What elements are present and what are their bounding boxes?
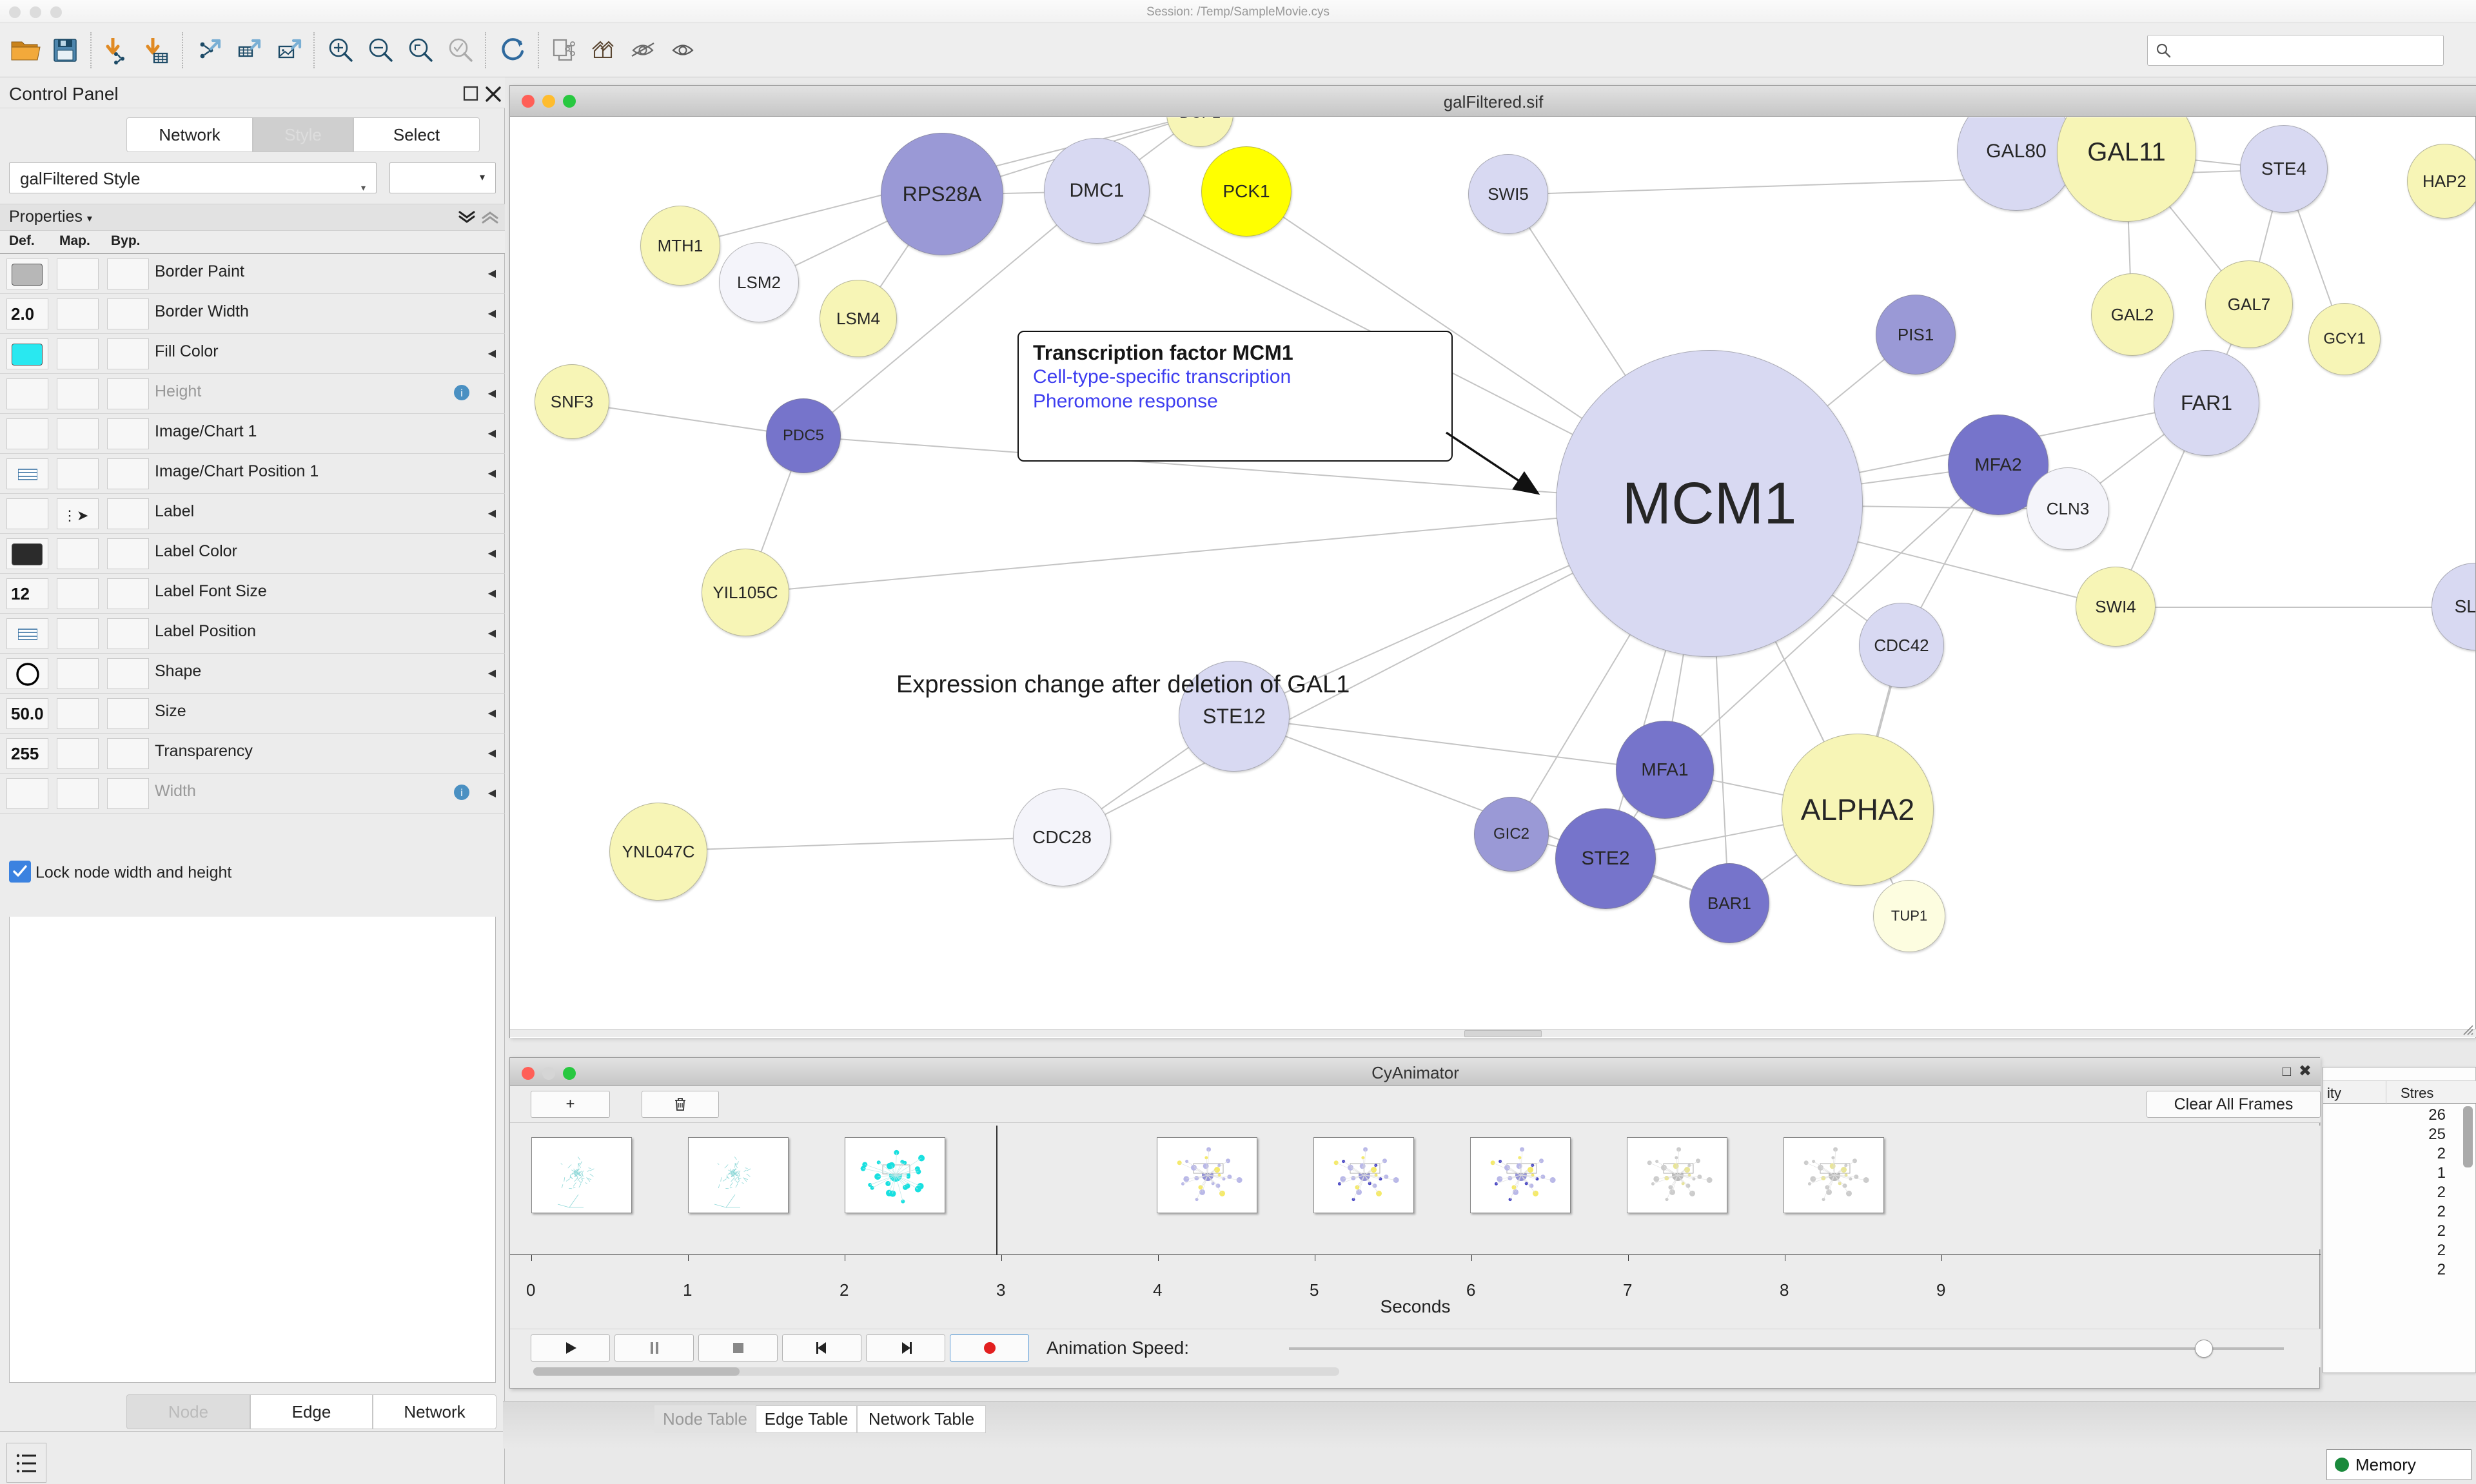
svg-text:i: i [460,788,463,799]
svg-text:i: i [460,388,463,399]
